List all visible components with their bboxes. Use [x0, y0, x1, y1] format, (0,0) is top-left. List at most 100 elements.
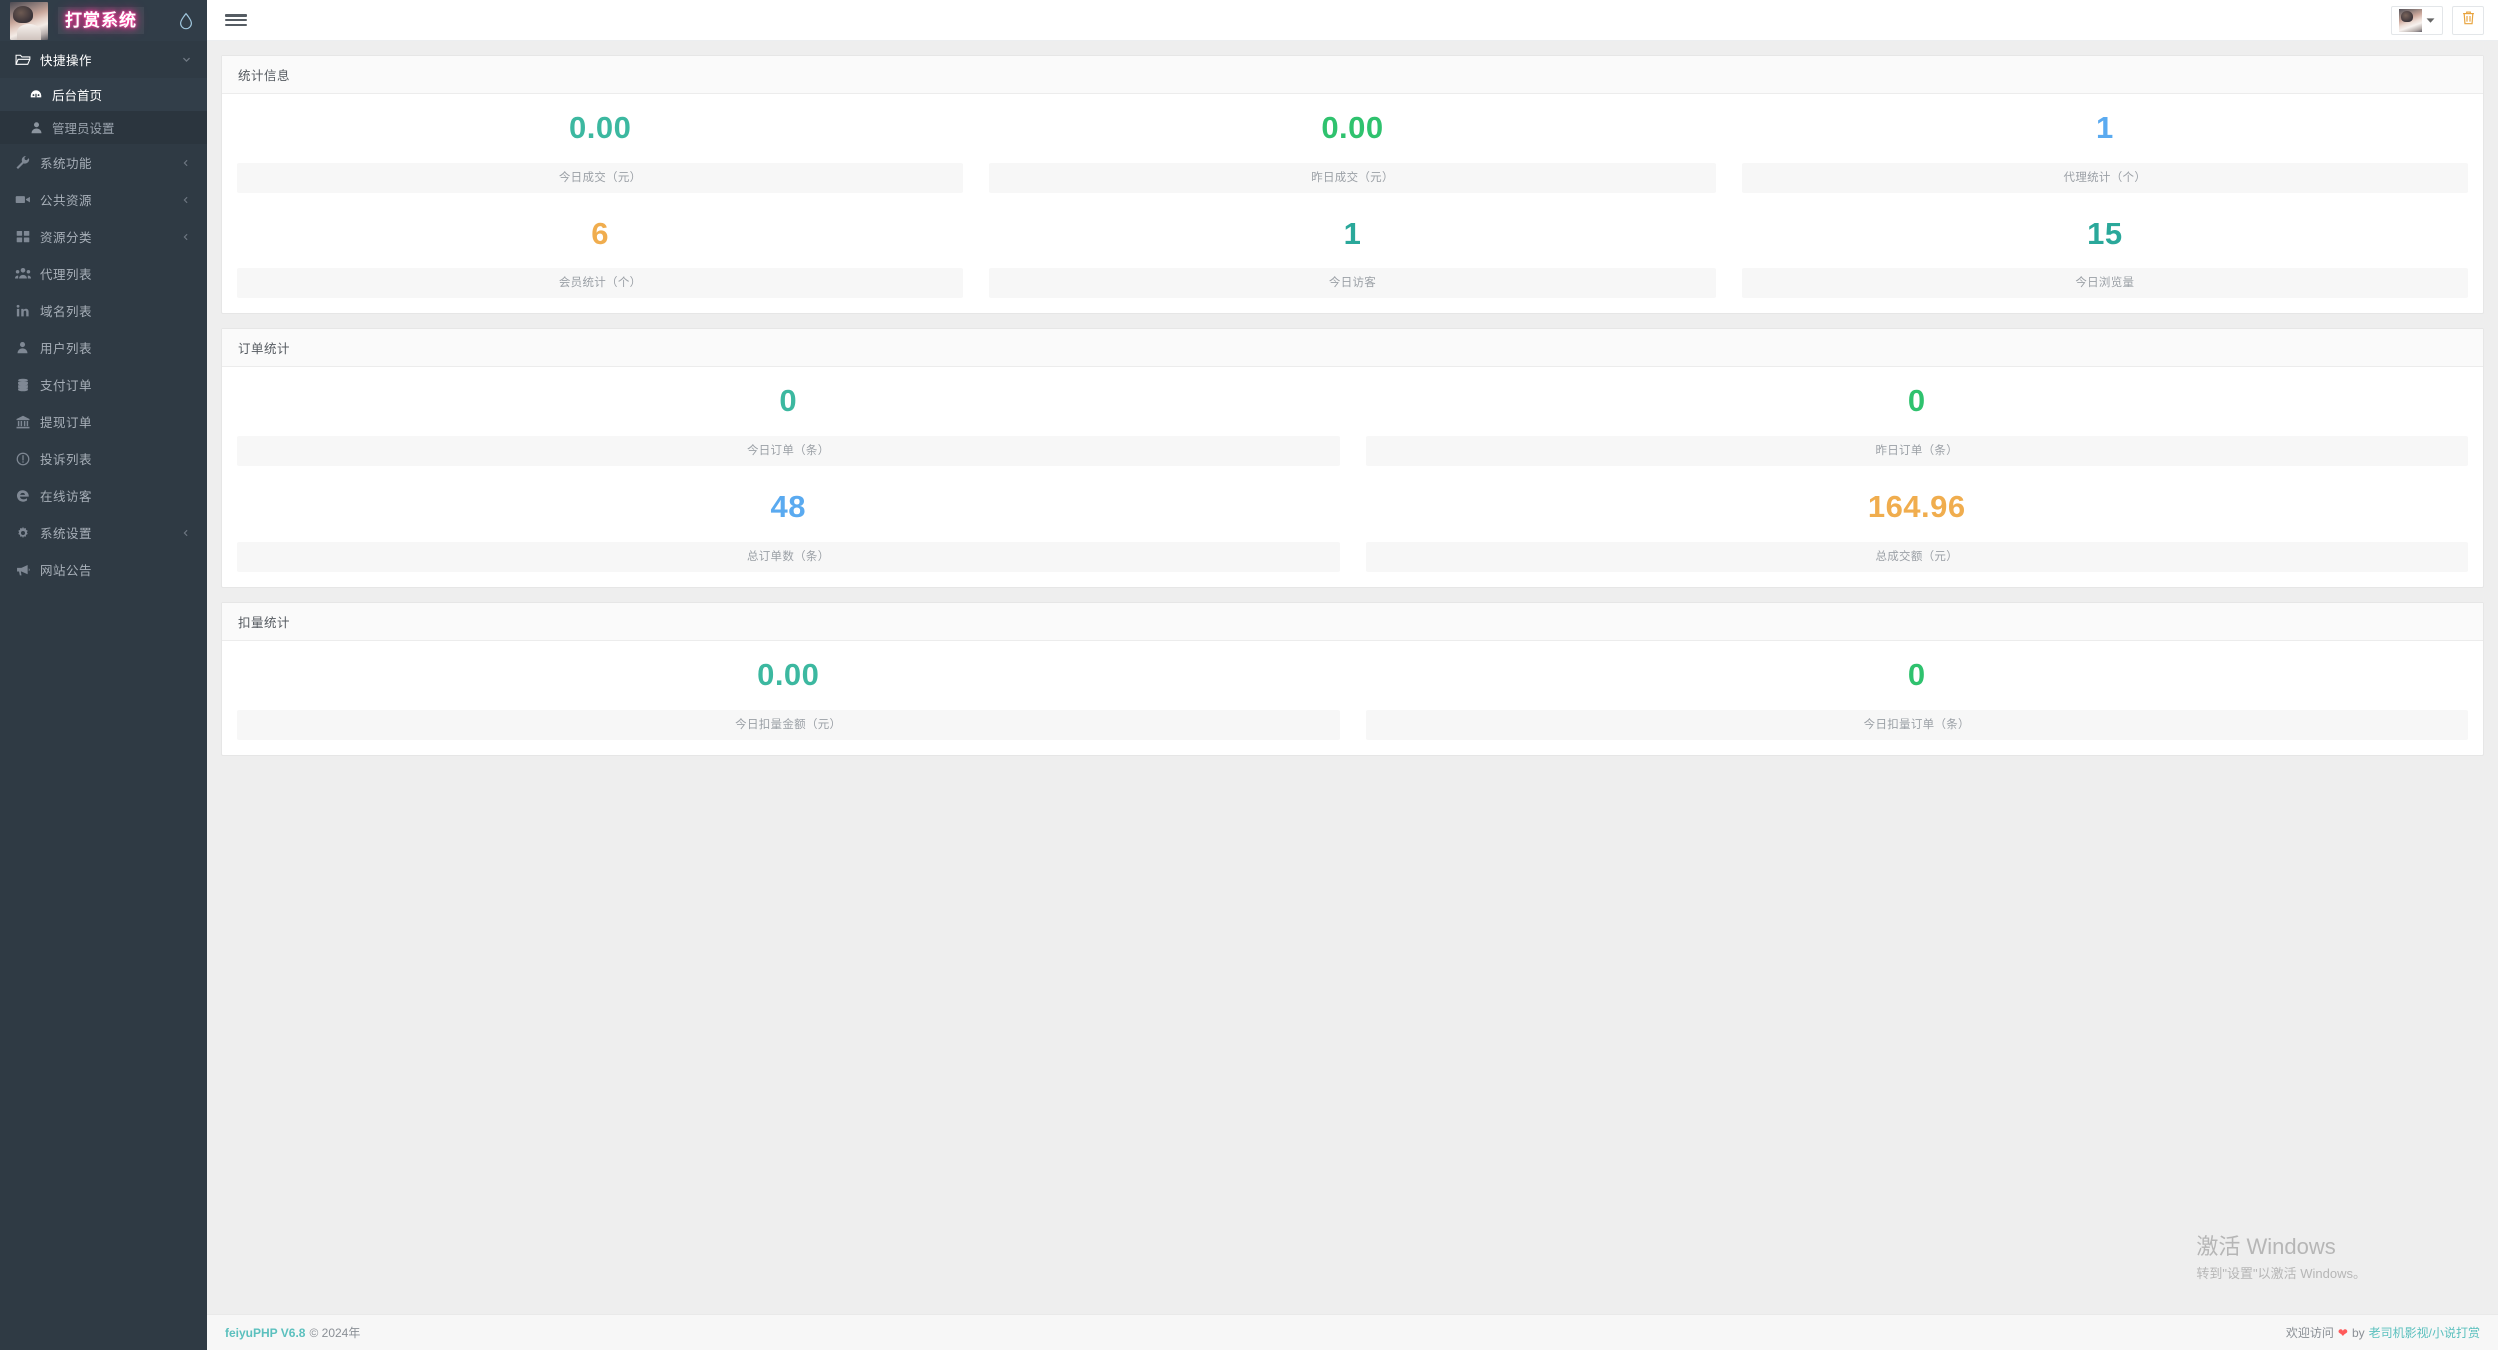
sidebar-item-system-functions[interactable]: 系统功能 [0, 144, 207, 181]
stat-value: 48 [770, 489, 806, 525]
stat-card-total-turnover: 164.96 总成交额（元） [1365, 489, 2468, 572]
sidebar-item-label: 资源分类 [40, 231, 93, 245]
chevron-left-icon [181, 158, 191, 168]
no-arrow [181, 269, 191, 279]
watermark-subtitle: 转到"设置"以激活 Windows。 [2196, 1266, 2366, 1281]
stat-label: 今日成交（元） [237, 162, 964, 193]
sidebar-item-label: 在线访客 [40, 490, 93, 504]
stat-card-yesterday-orders: 0 昨日订单（条） [1365, 384, 2468, 467]
chevron-left-icon [181, 232, 191, 242]
user-icon [28, 120, 44, 136]
stat-row: 0.00 今日成交（元） 0.00 昨日成交（元） 1 代理统计（个） [237, 110, 2468, 193]
stat-label: 会员统计（个） [237, 268, 964, 299]
stat-value: 15 [2087, 215, 2123, 251]
stat-row: 6 会员统计（个） 1 今日访客 15 今日浏览量 [237, 215, 2468, 299]
stat-label: 今日扣量订单（条） [1365, 709, 2468, 740]
sidebar-submenu: 后台首页 管理员设置 [0, 78, 207, 144]
sidebar-item-complaint-list[interactable]: 投诉列表 [0, 440, 207, 477]
stat-value: 0 [779, 383, 798, 419]
panel-body: 0 今日订单（条） 0 昨日订单（条） 48 总订单数（条） 164.96 [222, 367, 2483, 586]
avatar [2399, 8, 2422, 32]
topbar [207, 0, 2498, 41]
sidebar-item-admin-settings[interactable]: 管理员设置 [0, 111, 207, 144]
database-icon [14, 376, 31, 393]
main-area: 统计信息 0.00 今日成交（元） 0.00 昨日成交（元） 1 代理统计（个） [207, 0, 2498, 1350]
footer-welcome-text: 欢迎访问 [2285, 1326, 2334, 1340]
no-arrow [181, 306, 191, 316]
linkedin-icon [14, 302, 31, 319]
stat-value: 0.00 [1321, 110, 1384, 145]
content: 统计信息 0.00 今日成交（元） 0.00 昨日成交（元） 1 代理统计（个） [207, 41, 2498, 756]
panel-deduction-statistics: 扣量统计 0.00 今日扣量金额（元） 0 今日扣量订单（条） [221, 601, 2484, 756]
panel-title: 统计信息 [222, 56, 2483, 94]
hamburger-icon[interactable] [225, 12, 247, 28]
trash-icon [2461, 10, 2476, 31]
stat-card-total-orders: 48 总订单数（条） [237, 489, 1340, 572]
sidebar-logo[interactable]: 打赏系统 [0, 0, 207, 41]
sidebar-item-online-visitors[interactable]: 在线访客 [0, 477, 207, 514]
users-icon [14, 265, 31, 282]
sidebar-item-label: 管理员设置 [52, 122, 115, 136]
user-icon [14, 339, 31, 356]
footer-right: 欢迎访问 ❤ by 老司机影视/小说打赏 [2286, 1324, 2480, 1341]
megaphone-icon [14, 561, 31, 578]
no-arrow [181, 380, 191, 390]
stat-value: 164.96 [1867, 489, 1966, 525]
sidebar-item-site-announcement[interactable]: 网站公告 [0, 551, 207, 588]
sidebar-item-label: 代理列表 [40, 268, 93, 282]
stat-card-yesterday-turnover: 0.00 昨日成交（元） [989, 110, 1716, 193]
gear-icon [14, 524, 31, 541]
sidebar-item-public-resources[interactable]: 公共资源 [0, 181, 207, 218]
stat-row: 0.00 今日扣量金额（元） 0 今日扣量订单（条） [237, 656, 2468, 740]
bank-icon [14, 413, 31, 430]
sidebar-group-label: 快捷操作 [40, 54, 93, 68]
sidebar-item-label: 后台首页 [52, 89, 103, 103]
stat-value: 0.00 [568, 110, 632, 145]
user-menu-button[interactable] [2391, 5, 2443, 35]
stat-value: 1 [1343, 215, 1362, 251]
stat-value: 1 [2095, 110, 2114, 145]
sidebar-item-payment-orders[interactable]: 支付订单 [0, 366, 207, 403]
sidebar-item-resource-categories[interactable]: 资源分类 [0, 218, 207, 255]
stat-value: 0 [1907, 656, 1926, 692]
stat-label: 今日浏览量 [1741, 268, 2468, 299]
stat-card-today-deduction-orders: 0 今日扣量订单（条） [1365, 656, 2468, 740]
sidebar-item-system-settings[interactable]: 系统设置 [0, 514, 207, 551]
stat-label: 昨日订单（条） [1365, 436, 2468, 467]
water-drop-icon[interactable] [179, 12, 193, 29]
stat-card-member-count: 6 会员统计（个） [237, 216, 964, 299]
sidebar-item-label: 支付订单 [40, 379, 93, 393]
sidebar-item-label: 域名列表 [40, 305, 93, 319]
panel-title: 扣量统计 [222, 602, 2483, 641]
footer-link[interactable]: 老司机影视/小说打赏 [2368, 1326, 2480, 1340]
footer-copyright: © 2024年 [309, 1326, 361, 1340]
sidebar-item-label: 系统功能 [40, 157, 93, 171]
edge-browser-icon [14, 487, 31, 504]
no-arrow [181, 565, 191, 575]
footer-by-text: by [2351, 1325, 2365, 1340]
footer-brand: feiyuPHP V6.8 [225, 1325, 306, 1340]
sidebar-item-withdraw-orders[interactable]: 提现订单 [0, 403, 207, 440]
sidebar-item-agent-list[interactable]: 代理列表 [0, 255, 207, 292]
sidebar-submenu-wrap: 后台首页 管理员设置 [0, 78, 207, 144]
chevron-left-icon [181, 528, 191, 538]
dashboard-icon [28, 87, 44, 103]
sidebar-item-label: 提现订单 [40, 416, 93, 430]
sidebar-group-quick-actions[interactable]: 快捷操作 [0, 41, 207, 78]
sidebar-item-user-list[interactable]: 用户列表 [0, 329, 207, 366]
sidebar-item-dashboard[interactable]: 后台首页 [0, 78, 207, 111]
sidebar-menu: 快捷操作 后台首页 [0, 41, 207, 588]
sidebar-item-label: 用户列表 [40, 342, 93, 356]
sidebar-item-domain-list[interactable]: 域名列表 [0, 292, 207, 329]
panel-title: 订单统计 [222, 329, 2483, 368]
stat-card-today-pageviews: 15 今日浏览量 [1741, 215, 2468, 299]
stat-label: 代理统计（个） [1741, 162, 2468, 193]
stat-row: 0 今日订单（条） 0 昨日订单（条） [237, 383, 2468, 467]
exclamation-circle-icon [14, 450, 31, 467]
stat-label: 总成交额（元） [1365, 541, 2468, 572]
trash-button[interactable] [2452, 5, 2484, 35]
sidebar-item-label: 投诉列表 [40, 453, 93, 467]
wrench-icon [14, 154, 31, 171]
stat-card-agent-count: 1 代理统计（个） [1741, 110, 2468, 193]
stat-label: 今日订单（条） [237, 436, 1340, 467]
